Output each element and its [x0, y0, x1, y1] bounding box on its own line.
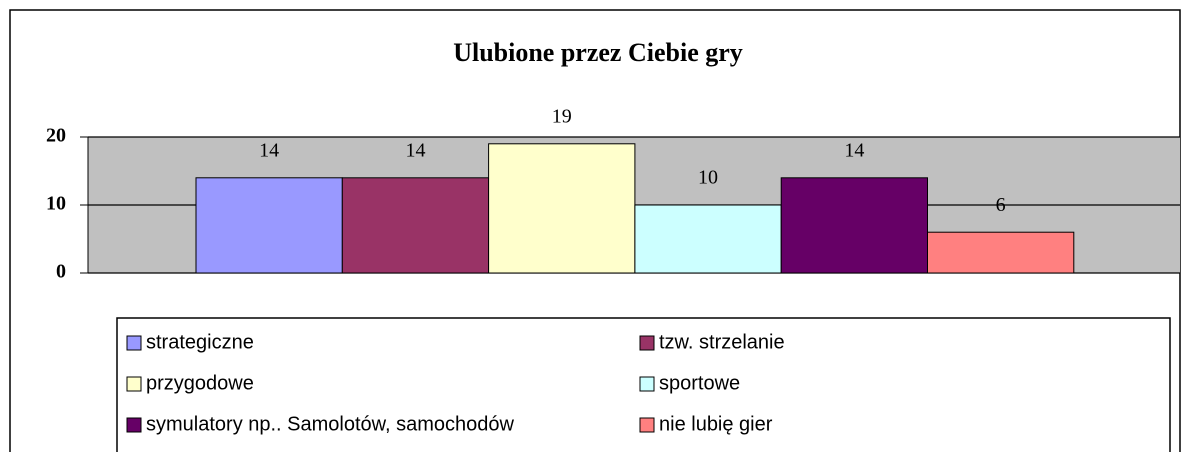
bar — [341, 177, 490, 274]
y-tick-label: 20 — [46, 125, 66, 147]
bar — [780, 177, 929, 274]
legend-label: strategiczne — [146, 331, 254, 353]
bar — [927, 231, 1075, 274]
data-label: 14 — [405, 139, 425, 161]
bar — [488, 143, 636, 274]
legend-label: tzw. strzelanie — [659, 331, 785, 353]
y-tick-label: 10 — [46, 193, 66, 215]
legend-swatch — [126, 417, 142, 433]
legend-swatch — [126, 376, 142, 392]
data-label: 19 — [552, 105, 572, 127]
bar — [195, 177, 343, 274]
legend-swatch — [639, 417, 655, 433]
legend-swatch — [126, 335, 142, 351]
legend-label: nie lubię gier — [659, 413, 773, 435]
chart-title: Ulubione przez Ciebie gry — [453, 38, 743, 67]
bar — [634, 204, 782, 274]
legend-label: symulatory np.. Samolotów, samochodów — [146, 413, 515, 435]
legend-swatch — [639, 335, 655, 351]
legend-label: sportowe — [659, 372, 740, 394]
data-label: 10 — [698, 167, 718, 189]
legend-label: przygodowe — [146, 372, 254, 394]
legend-swatch — [639, 376, 655, 392]
data-label: 14 — [259, 139, 279, 161]
y-tick-label: 0 — [56, 261, 66, 283]
data-label: 6 — [996, 194, 1006, 216]
data-label: 14 — [844, 139, 864, 161]
